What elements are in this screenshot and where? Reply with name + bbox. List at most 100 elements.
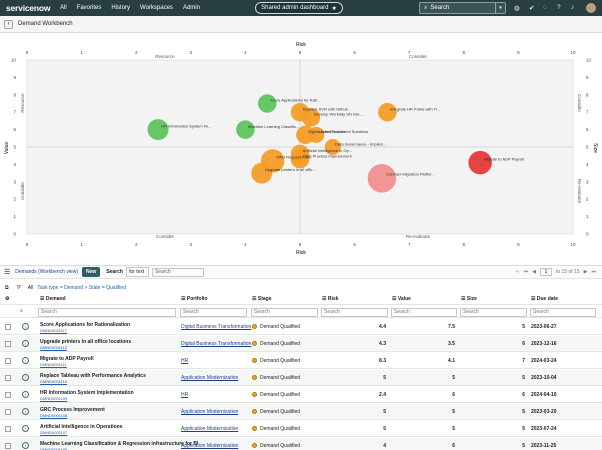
table-row[interactable]: i HR Information System Implementation DMN…: [0, 387, 602, 403]
global-search-input[interactable]: Search: [430, 5, 450, 11]
global-search[interactable]: ⌕ Search ▾: [419, 2, 506, 14]
portfolio-link[interactable]: Digital Business Transformation: [181, 341, 252, 347]
demand-number-link[interactable]: DMND0001110: [40, 379, 67, 384]
search-size[interactable]: Search: [460, 308, 527, 317]
bubble[interactable]: [147, 119, 169, 141]
settings-icon[interactable]: ⚙: [5, 296, 10, 302]
info-icon[interactable]: i: [22, 323, 29, 330]
scope-icon[interactable]: ✔: [529, 5, 535, 12]
row-checkbox[interactable]: [5, 409, 11, 415]
nav-workspaces[interactable]: Workspaces: [140, 5, 173, 11]
column-portfolio[interactable]: ☰ Portfolio: [181, 296, 208, 302]
servicenow-logo[interactable]: servicenow: [6, 3, 51, 13]
row-checkbox[interactable]: [5, 375, 11, 381]
dashboard-pill[interactable]: Shared admin dashboard ★: [255, 2, 343, 14]
nav-favorites[interactable]: Favorites: [76, 5, 102, 11]
avatar[interactable]: [586, 3, 596, 13]
bubble[interactable]: [236, 120, 255, 139]
column-demand[interactable]: ☰ Demand: [40, 296, 66, 302]
demand-number-link[interactable]: DMND0001107: [40, 430, 68, 435]
bubble[interactable]: [367, 164, 397, 193]
portfolio-link[interactable]: Application Modernization: [181, 443, 239, 449]
list-search-input[interactable]: Search: [151, 267, 204, 277]
demand-number-link[interactable]: DMND0001111: [40, 362, 67, 367]
bubble[interactable]: [301, 108, 321, 127]
column-stage[interactable]: ☰ Stage: [252, 296, 272, 302]
column-risk[interactable]: ☰ Risk: [322, 296, 339, 302]
activity-icon[interactable]: ∿: [515, 269, 520, 275]
help-icon[interactable]: ?: [557, 4, 561, 11]
next-page-icon[interactable]: ▶: [583, 269, 588, 275]
info-icon[interactable]: i: [22, 357, 29, 364]
portfolio-link[interactable]: Digital Business Transformation: [181, 324, 252, 330]
page-number-input[interactable]: 1: [539, 268, 552, 276]
new-button[interactable]: New: [82, 267, 101, 277]
row-checkbox[interactable]: [5, 324, 11, 330]
demand-number-link[interactable]: DMND0001108: [40, 413, 68, 418]
search-risk[interactable]: Search: [321, 308, 388, 317]
bubble[interactable]: [290, 149, 310, 169]
info-icon[interactable]: i: [22, 391, 29, 398]
prev-page-icon[interactable]: ◀: [532, 269, 536, 275]
table-row[interactable]: i Upgrade printers in all office location…: [0, 336, 602, 352]
bubble[interactable]: [251, 162, 273, 184]
info-icon[interactable]: i: [22, 425, 29, 432]
bubble[interactable]: [308, 126, 325, 143]
bubble[interactable]: [257, 94, 277, 113]
search-demand[interactable]: Search: [38, 308, 176, 317]
portfolio-link[interactable]: Application Modernization: [181, 375, 239, 381]
row-checkbox[interactable]: [5, 358, 11, 364]
row-checkbox[interactable]: [5, 392, 11, 398]
risk-cell: 5: [383, 409, 386, 415]
first-page-icon[interactable]: ⏮: [523, 269, 529, 275]
bubble[interactable]: [324, 139, 341, 155]
globe-icon[interactable]: ◍: [514, 5, 520, 12]
demand-number-link[interactable]: DMND0001117: [40, 328, 67, 333]
chevron-down-icon[interactable]: ▾: [495, 3, 505, 13]
row-checkbox[interactable]: [5, 426, 11, 432]
info-icon[interactable]: i: [22, 340, 29, 347]
chat-icon[interactable]: ◌: [543, 4, 547, 11]
demand-number-link[interactable]: DMND0001112: [40, 345, 67, 350]
row-checkbox[interactable]: [5, 443, 11, 449]
demand-number-link[interactable]: DMND0001106: [40, 447, 68, 450]
table-row[interactable]: i Replace Tableau with Performance Analyt…: [0, 370, 602, 386]
bubble[interactable]: [468, 150, 492, 175]
table-row[interactable]: i Machine Learning Classification & Regre…: [0, 438, 602, 450]
search-field-select[interactable]: for text: [125, 267, 149, 277]
table-row[interactable]: i GRC Process Improvement DMND0001108 Appli…: [0, 404, 602, 420]
portfolio-link[interactable]: HR: [181, 392, 189, 398]
search-portfolio[interactable]: Search: [180, 308, 247, 317]
column-value[interactable]: ☰ Value: [392, 296, 411, 302]
search-value[interactable]: Search: [391, 308, 457, 317]
back-button[interactable]: ‹: [4, 19, 13, 29]
nav-history[interactable]: History: [111, 5, 131, 11]
search-stage[interactable]: Search: [251, 308, 318, 317]
filter-all-link[interactable]: All: [27, 284, 34, 291]
portfolio-link[interactable]: HR: [181, 358, 189, 364]
filter-icon[interactable]: ⛛: [16, 284, 21, 291]
menu-icon[interactable]: ☰: [4, 269, 11, 276]
demand-number-link[interactable]: DMND0001109: [40, 396, 68, 401]
info-icon[interactable]: i: [22, 408, 29, 415]
breadcrumb[interactable]: Task type = Demand > State = Qualified: [37, 284, 126, 291]
row-checkbox[interactable]: [5, 341, 11, 347]
search-due-date[interactable]: Search: [530, 308, 596, 317]
table-row[interactable]: i Score Applications for Rationalization D…: [0, 319, 602, 335]
column-due-date[interactable]: ☰ Due date: [531, 296, 558, 302]
portfolio-link[interactable]: Application Modernization: [181, 426, 239, 432]
bubble[interactable]: [378, 102, 397, 122]
table-row[interactable]: i Migrate to ADP Payroll DMND0001111 HR Dema…: [0, 353, 602, 369]
list-title[interactable]: Demands (Workbench view): [15, 269, 78, 275]
layers-icon[interactable]: ⧉: [5, 284, 9, 291]
column-size[interactable]: ☰ Size: [461, 296, 477, 302]
info-icon[interactable]: i: [22, 442, 29, 449]
info-icon[interactable]: i: [22, 374, 29, 381]
portfolio-link[interactable]: Application Modernization: [181, 409, 239, 415]
bell-icon[interactable]: ♪: [571, 4, 575, 11]
nav-admin[interactable]: Admin: [182, 5, 200, 11]
search-icon[interactable]: ⌕: [20, 308, 23, 314]
nav-all[interactable]: All: [60, 5, 67, 11]
last-page-icon[interactable]: ⏭: [591, 269, 596, 275]
table-row[interactable]: i Artificial Intelligence in Operations DM…: [0, 421, 602, 437]
